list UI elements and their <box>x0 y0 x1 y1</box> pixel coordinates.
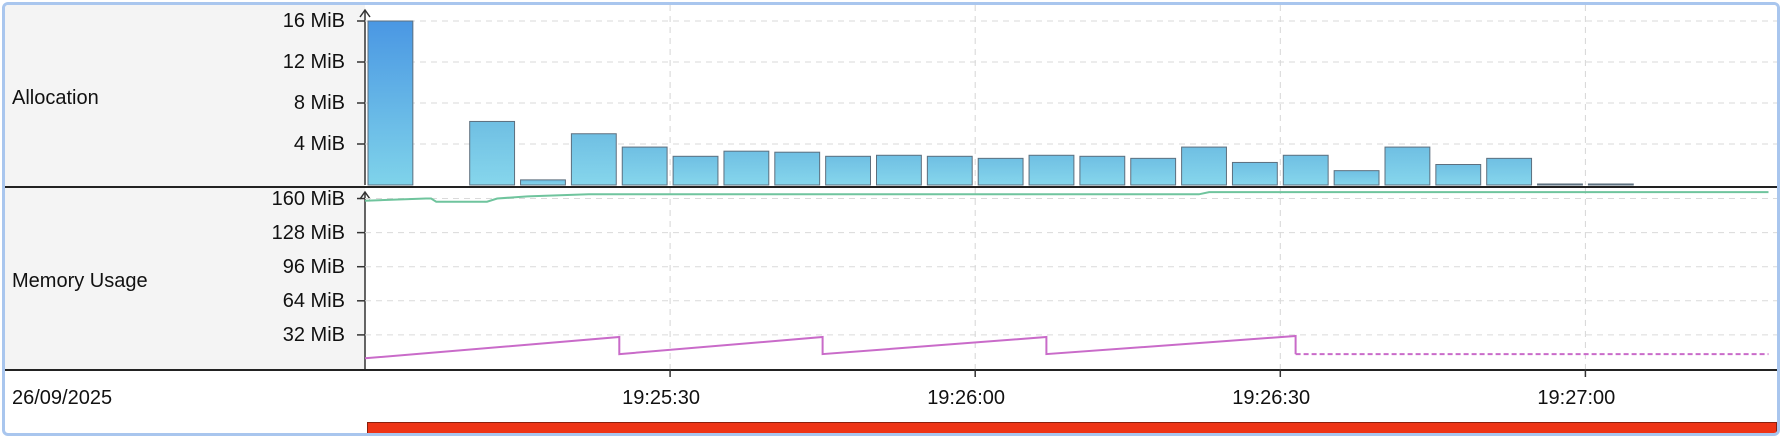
allocation-bar <box>774 151 821 186</box>
timeline-range-bar[interactable] <box>367 422 1777 433</box>
allocation-bar <box>672 155 719 186</box>
allocation-bar <box>570 133 617 186</box>
allocation-bar <box>469 120 516 186</box>
allocation-bar <box>723 150 770 186</box>
memory-y-tick-label: 96 MiB <box>282 255 345 278</box>
allocation-bar <box>1231 161 1278 186</box>
memory-y-tick-label: 32 MiB <box>282 323 345 346</box>
allocation-bar <box>1486 157 1533 186</box>
allocation-y-tick-label: 4 MiB <box>293 133 345 155</box>
memory-series-line <box>364 191 1769 203</box>
x-tick-label: 19:26:00 <box>927 387 1006 409</box>
allocation-y-tick-label: 16 MiB <box>282 10 345 32</box>
allocation-bar <box>977 157 1024 186</box>
memory-usage-label: Memory Usage <box>12 270 148 292</box>
allocation-bar <box>1435 164 1482 186</box>
allocation-bar <box>1130 157 1177 186</box>
memory-y-tick-label: 160 MiB <box>271 187 345 210</box>
allocation-bar <box>1181 146 1227 186</box>
allocation-bar <box>1333 170 1380 186</box>
memory-y-tick-label: 64 MiB <box>282 289 345 312</box>
axis-divider <box>5 369 1777 371</box>
allocation-y-axis-arrow <box>359 8 371 18</box>
allocation-bar <box>926 155 973 186</box>
memory-monitor-panel: Allocation Memory Usage 26/09/2025 19:25… <box>2 2 1780 436</box>
memory-y-tick-label: 128 MiB <box>271 221 345 244</box>
x-tick-label: 19:25:30 <box>622 387 700 409</box>
allocation-bar <box>367 20 414 186</box>
allocation-bar <box>825 155 872 186</box>
row-divider <box>5 186 1777 188</box>
allocation-bar <box>1587 183 1634 186</box>
allocation-bar <box>621 146 668 186</box>
allocation-bar <box>876 154 922 186</box>
x-tick-label: 19:26:30 <box>1232 387 1311 409</box>
memory-chart-svg <box>357 5 1777 377</box>
allocation-bar <box>1028 154 1075 186</box>
allocation-bar <box>1537 183 1583 186</box>
x-tick-label: 19:27:00 <box>1537 387 1616 409</box>
memory-y-axis-arrow <box>359 190 371 200</box>
allocation-y-tick-label: 12 MiB <box>282 51 345 73</box>
allocation-bar <box>1079 155 1126 186</box>
memory-series-line <box>364 334 1297 360</box>
allocation-label: Allocation <box>12 87 99 109</box>
allocation-y-tick-label: 8 MiB <box>293 92 345 114</box>
allocation-bar <box>520 179 566 186</box>
date-label: 26/09/2025 <box>12 387 113 409</box>
allocation-bar <box>1282 154 1329 186</box>
allocation-bar <box>1384 146 1431 186</box>
